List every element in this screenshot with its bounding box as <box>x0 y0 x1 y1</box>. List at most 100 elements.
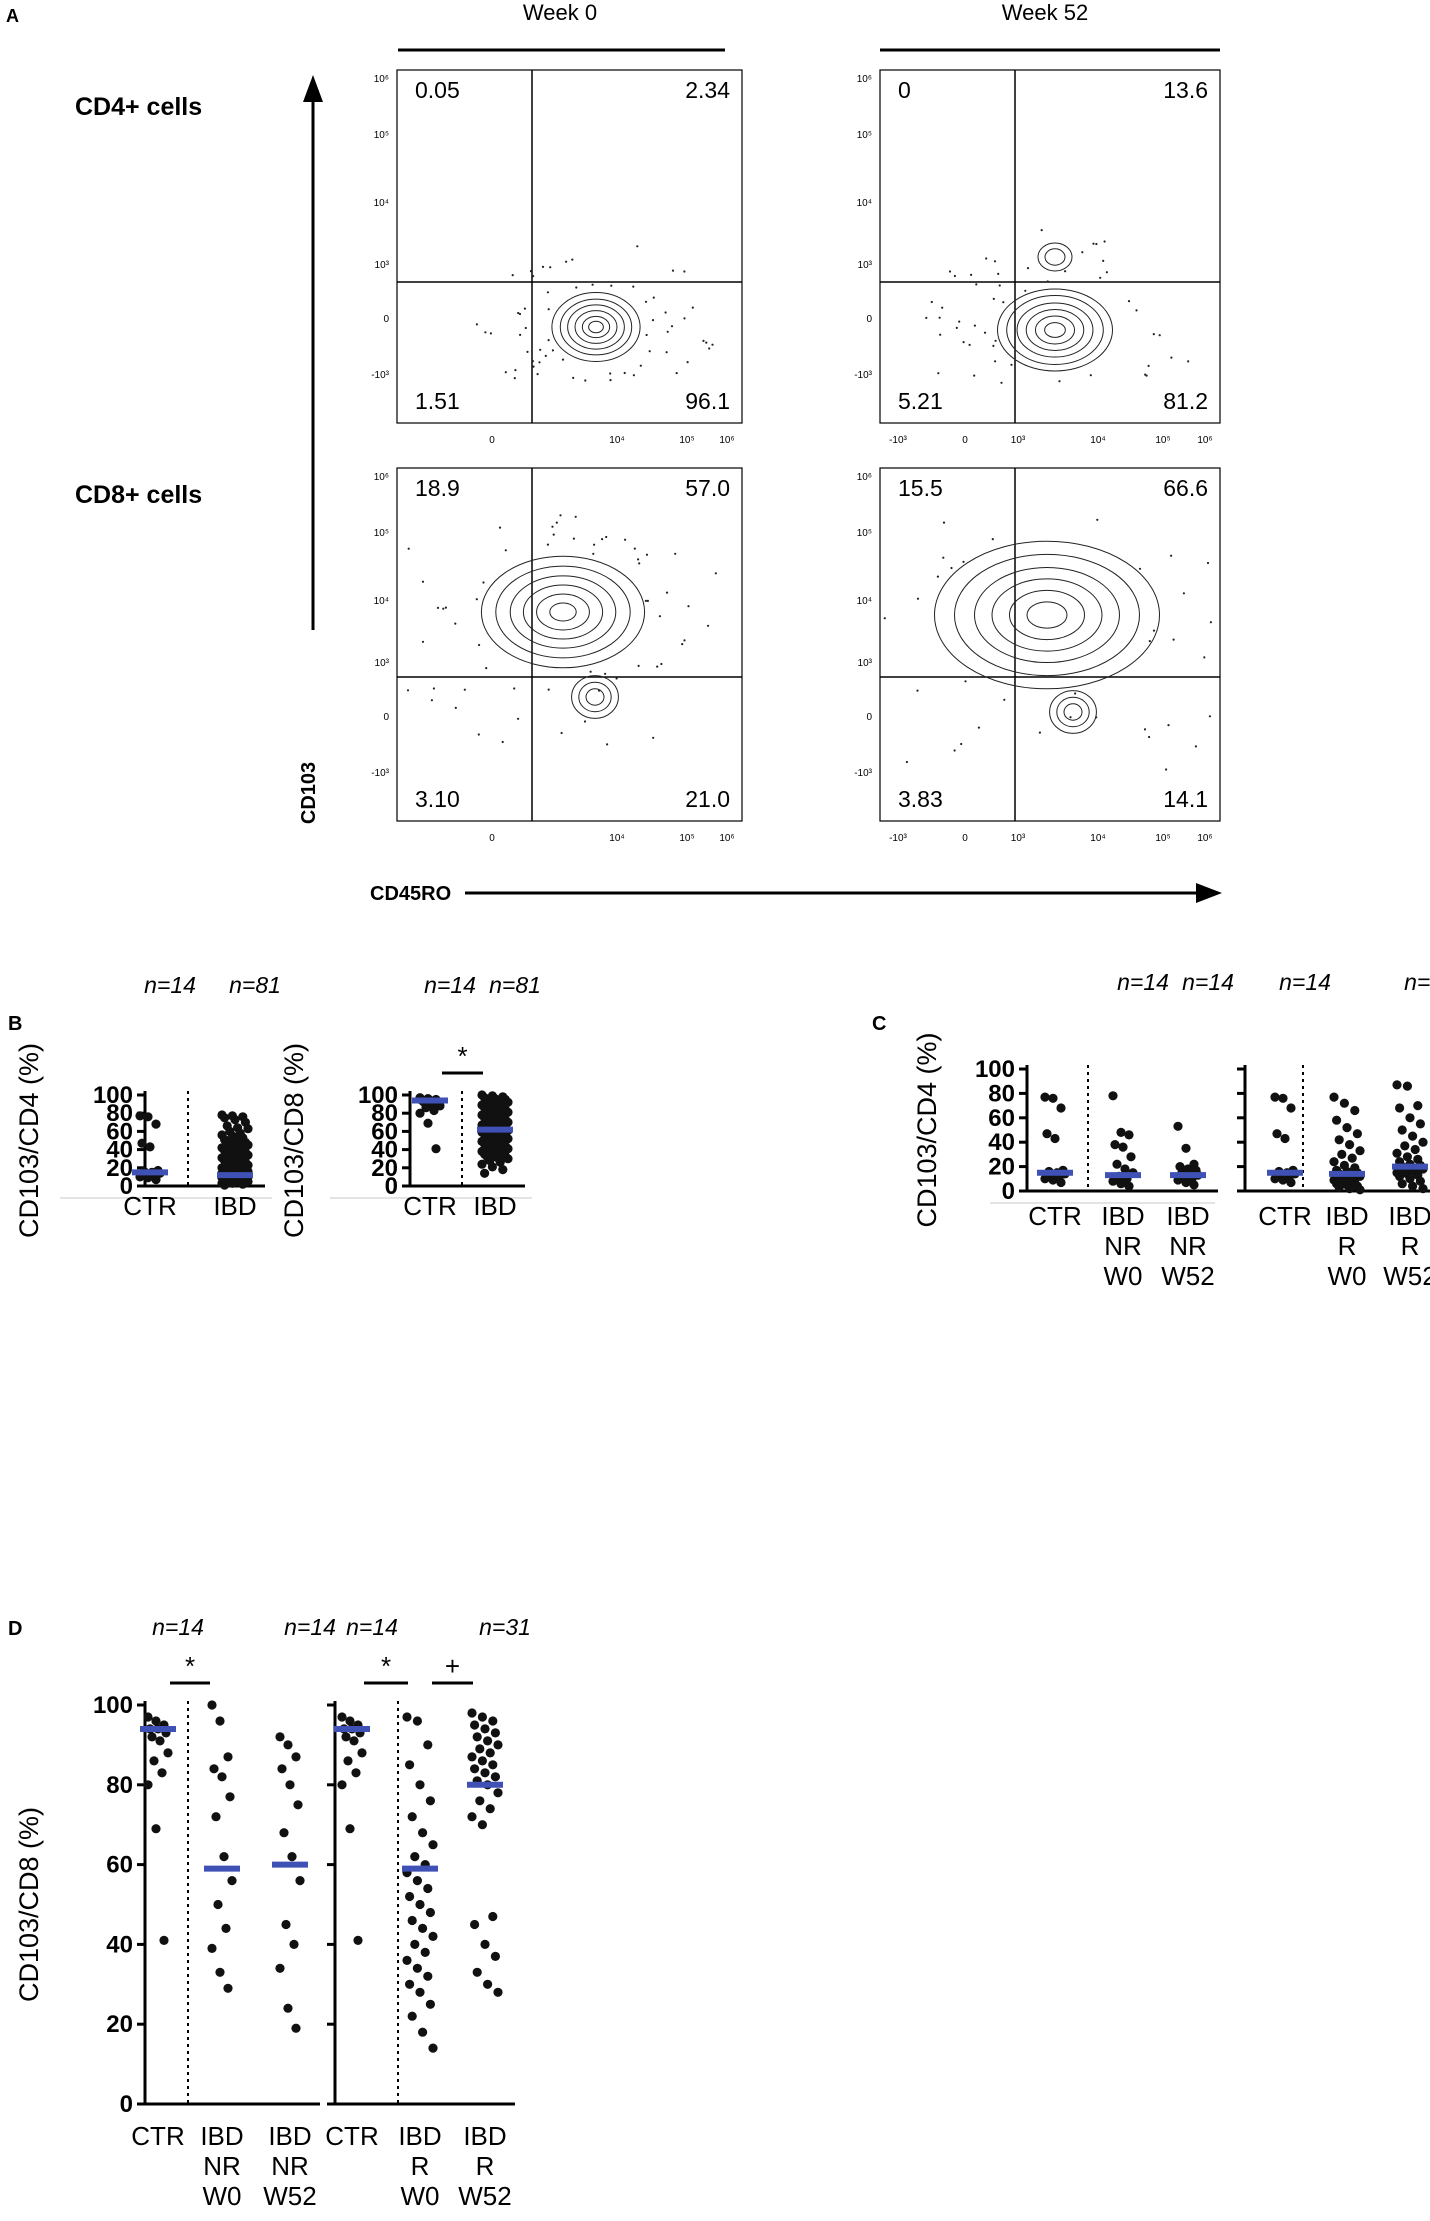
group-label: IBD <box>200 2121 243 2151</box>
flow-ytick-label: 10⁶ <box>374 74 389 85</box>
data-point <box>477 1756 487 1766</box>
event-dot <box>968 343 971 346</box>
flow-ytick-label: 10³ <box>858 260 873 271</box>
contour-line <box>954 553 1140 677</box>
data-point <box>213 1899 223 1910</box>
data-point <box>223 1983 233 1993</box>
quadrant-ur-value: 66.6 <box>1163 475 1208 501</box>
event-dot <box>489 332 492 335</box>
event-dot <box>436 606 440 610</box>
contour-line <box>991 578 1103 652</box>
y-tick-label: 60 <box>988 1105 1015 1132</box>
contour-line <box>509 575 617 649</box>
flow-ytick-label: 10⁵ <box>857 130 872 141</box>
event-dot <box>977 726 981 729</box>
event-dot <box>646 599 650 603</box>
event-dot <box>421 580 425 583</box>
y-tick-label: 80 <box>106 1100 133 1127</box>
contour-line <box>1006 295 1104 365</box>
event-dot <box>938 316 941 319</box>
data-point <box>143 1712 153 1722</box>
data-point <box>238 1179 248 1189</box>
group-n-label: n=14 <box>284 1614 336 1640</box>
data-point <box>1405 1174 1415 1184</box>
data-point <box>1110 1140 1120 1150</box>
data-point <box>423 1118 433 1128</box>
data-point <box>1350 1105 1360 1116</box>
event-dot <box>559 514 562 517</box>
y-tick-label: 0 <box>120 2091 133 2118</box>
event-dot <box>1158 334 1161 337</box>
flow-xtick-label: -10³ <box>889 435 907 446</box>
event-dot <box>454 706 457 710</box>
quadrant-ur-value: 57.0 <box>685 475 730 501</box>
group-label: IBD <box>473 1191 516 1221</box>
data-point <box>1397 1125 1407 1135</box>
event-dot <box>547 308 550 311</box>
y-tick-label: 20 <box>988 1154 1015 1181</box>
data-point <box>1286 1177 1296 1188</box>
flow-xtick-label: 10⁶ <box>1197 435 1212 446</box>
flow-xtick-label: 0 <box>962 833 968 844</box>
event-dot <box>1046 280 1049 283</box>
data-point <box>495 1157 505 1167</box>
event-dot <box>552 533 555 536</box>
event-dot <box>615 677 618 680</box>
flow-plot-frame <box>879 467 1221 822</box>
data-point <box>225 1792 235 1802</box>
event-dot <box>708 347 711 350</box>
event-dot <box>485 667 488 670</box>
event-dot <box>501 740 504 744</box>
contour-line <box>1049 690 1097 734</box>
data-point <box>425 1796 435 1806</box>
event-dot <box>551 525 554 528</box>
event-dot <box>475 323 478 326</box>
flow-xtick-label: -10³ <box>889 833 907 844</box>
y-tick-label: 0 <box>385 1173 398 1200</box>
data-point <box>415 1780 425 1790</box>
event-dot <box>605 535 608 539</box>
data-point <box>1329 1092 1339 1102</box>
flow-ytick-label: 10⁴ <box>374 596 389 607</box>
data-point <box>291 2023 301 2033</box>
group-label: R <box>1401 1231 1420 1261</box>
contour-line <box>578 681 612 713</box>
data-point <box>412 1963 422 1973</box>
event-dot <box>664 311 667 314</box>
event-dot <box>1165 768 1168 771</box>
y-tick-label: 40 <box>988 1129 1015 1156</box>
data-point <box>155 1736 165 1746</box>
event-dot <box>572 376 575 379</box>
data-point <box>143 1173 153 1183</box>
event-dot <box>632 285 635 288</box>
panel-a: A Week 0 Week 52 CD4+ cells CD8+ cells C… <box>6 0 1222 905</box>
event-dot <box>939 333 942 336</box>
group-label: IBD <box>268 2121 311 2151</box>
event-dot <box>1010 363 1013 366</box>
data-point <box>477 1820 487 1830</box>
flow-xtick-label: 10⁵ <box>1155 833 1170 844</box>
y-tick-label: 60 <box>106 1118 133 1145</box>
flow-xtick-label: 0 <box>489 435 495 446</box>
data-point <box>343 1756 353 1766</box>
event-dot <box>407 547 410 550</box>
data-point <box>337 1712 347 1722</box>
data-point <box>151 1119 161 1129</box>
event-dot <box>430 699 433 702</box>
data-point <box>1108 1176 1118 1186</box>
event-dot <box>998 284 1001 287</box>
event-dot <box>955 326 958 329</box>
contour-line <box>974 566 1120 664</box>
event-dot <box>953 749 956 752</box>
row-title-cd8: CD8+ cells <box>75 481 202 509</box>
flow-plot-1: 0.05 2.34 1.51 96.1 10⁶ 10⁵ 10⁴ 10³ 0 -10³ 0 10⁴ 10⁵… <box>371 69 743 446</box>
event-dot <box>526 350 529 353</box>
data-point <box>227 1178 237 1188</box>
flow-ytick-label: 10⁴ <box>857 198 872 209</box>
event-dot <box>905 760 909 764</box>
data-point <box>488 1716 498 1726</box>
y-tick-label: 100 <box>975 1056 1015 1083</box>
data-point <box>220 1180 230 1190</box>
data-point <box>1124 1181 1134 1191</box>
data-point <box>410 1939 420 1949</box>
